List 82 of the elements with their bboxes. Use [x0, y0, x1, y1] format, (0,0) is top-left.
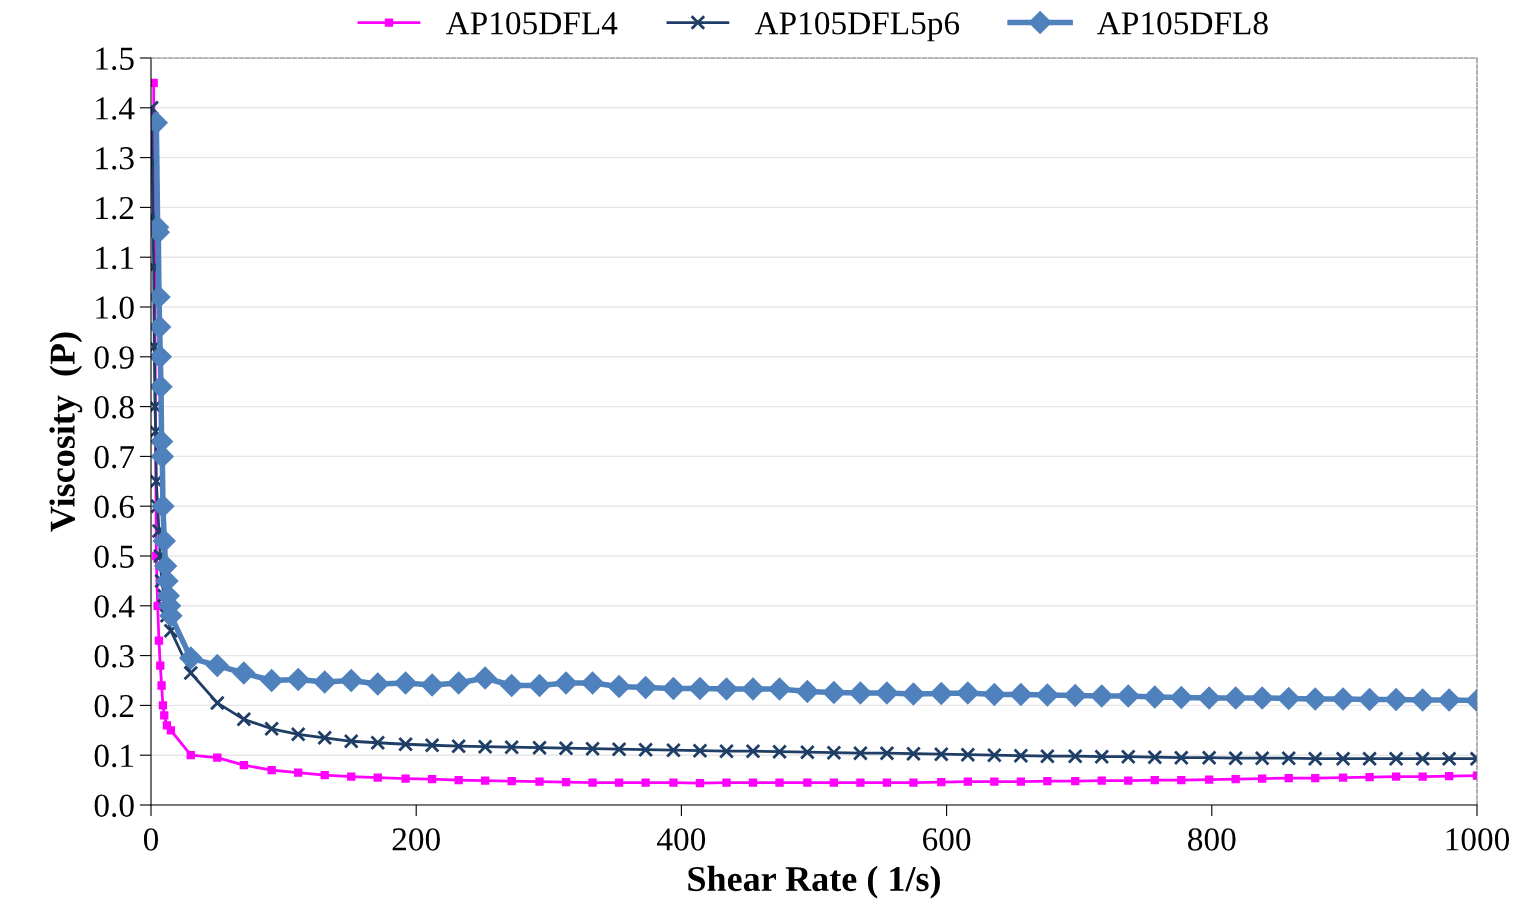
- point: [1444, 771, 1454, 781]
- point: [294, 768, 303, 777]
- x-tick-label: 600: [923, 828, 971, 851]
- point: [480, 776, 490, 785]
- point: [561, 777, 571, 787]
- point: [151, 78, 158, 88]
- point: [669, 778, 678, 787]
- point: [829, 778, 839, 787]
- y-tick-label: 0.9: [94, 346, 134, 369]
- point: [154, 636, 164, 645]
- point: [1311, 773, 1320, 783]
- point: [722, 778, 731, 787]
- point: [373, 773, 382, 782]
- point: [401, 774, 410, 783]
- x-tick-label: 800: [1188, 828, 1236, 851]
- x-tick-label: 400: [657, 828, 706, 851]
- point: [1071, 776, 1080, 786]
- point: [213, 753, 222, 762]
- point: [166, 726, 176, 735]
- point: [1258, 774, 1267, 783]
- y-tick-label: 1.3: [96, 147, 134, 170]
- point: [803, 778, 812, 787]
- x-tick-label: 0: [143, 828, 159, 851]
- y-tick-label: 0.0: [94, 794, 134, 818]
- point: [1043, 776, 1052, 786]
- y-tick-label: 0.1: [94, 744, 134, 768]
- point: [856, 778, 865, 787]
- point: [1097, 776, 1106, 785]
- y-tick-label: 0.2: [94, 694, 134, 718]
- point: [748, 778, 758, 787]
- point: [614, 778, 624, 787]
- point: [1231, 774, 1240, 784]
- y-tick-label: 0.8: [94, 396, 134, 419]
- x-axis-title: Shear Rate ( 1/s): [688, 865, 940, 899]
- point: [427, 774, 437, 784]
- y-axis-title: Viscosity (P): [49, 332, 83, 532]
- point: [1150, 775, 1159, 785]
- point: [1365, 772, 1374, 782]
- point: [320, 770, 329, 780]
- y-tick-label: 0.3: [94, 645, 134, 668]
- point: [882, 778, 892, 787]
- point: [1391, 772, 1401, 781]
- legend-label: AP105DFL5p6: [754, 12, 960, 42]
- point: [507, 776, 516, 786]
- point: [588, 778, 597, 787]
- y-tick-label: 0.5: [94, 545, 134, 569]
- y-tick-label: 0.7: [94, 445, 135, 469]
- point: [695, 778, 705, 788]
- point: [1338, 773, 1348, 782]
- point: [1177, 775, 1186, 785]
- y-tick-label: 0.4: [94, 595, 135, 618]
- y-tick-label: 1.0: [96, 296, 134, 320]
- point: [239, 760, 248, 770]
- point: [157, 681, 166, 690]
- x-tick-label: 1000: [1446, 828, 1510, 851]
- point: [347, 772, 356, 781]
- point: [186, 751, 195, 760]
- point: [454, 775, 463, 785]
- point: [1124, 776, 1133, 785]
- legend-label: AP105DFL4: [445, 12, 618, 35]
- point: [535, 777, 544, 786]
- y-tick-label: 1.5: [96, 47, 134, 71]
- point: [160, 711, 169, 720]
- y-tick-label: 1.1: [96, 246, 134, 270]
- y-tick-label: 1.4: [96, 97, 135, 120]
- point: [156, 661, 165, 670]
- point: [990, 777, 999, 786]
- y-tick-label: 1.2: [96, 196, 134, 220]
- point: [641, 778, 650, 787]
- point: [267, 765, 276, 775]
- point: [1284, 773, 1293, 783]
- point: [1418, 772, 1427, 781]
- point: [158, 701, 168, 710]
- legend-label: AP105DFL8: [1097, 12, 1268, 35]
- point: [775, 778, 784, 787]
- point: [963, 777, 972, 786]
- point: [1016, 777, 1026, 786]
- y-tick-label: 0.6: [94, 495, 135, 519]
- point: [1204, 775, 1214, 784]
- point: [937, 777, 946, 787]
- point: [909, 778, 918, 787]
- x-tick-label: 200: [392, 828, 440, 851]
